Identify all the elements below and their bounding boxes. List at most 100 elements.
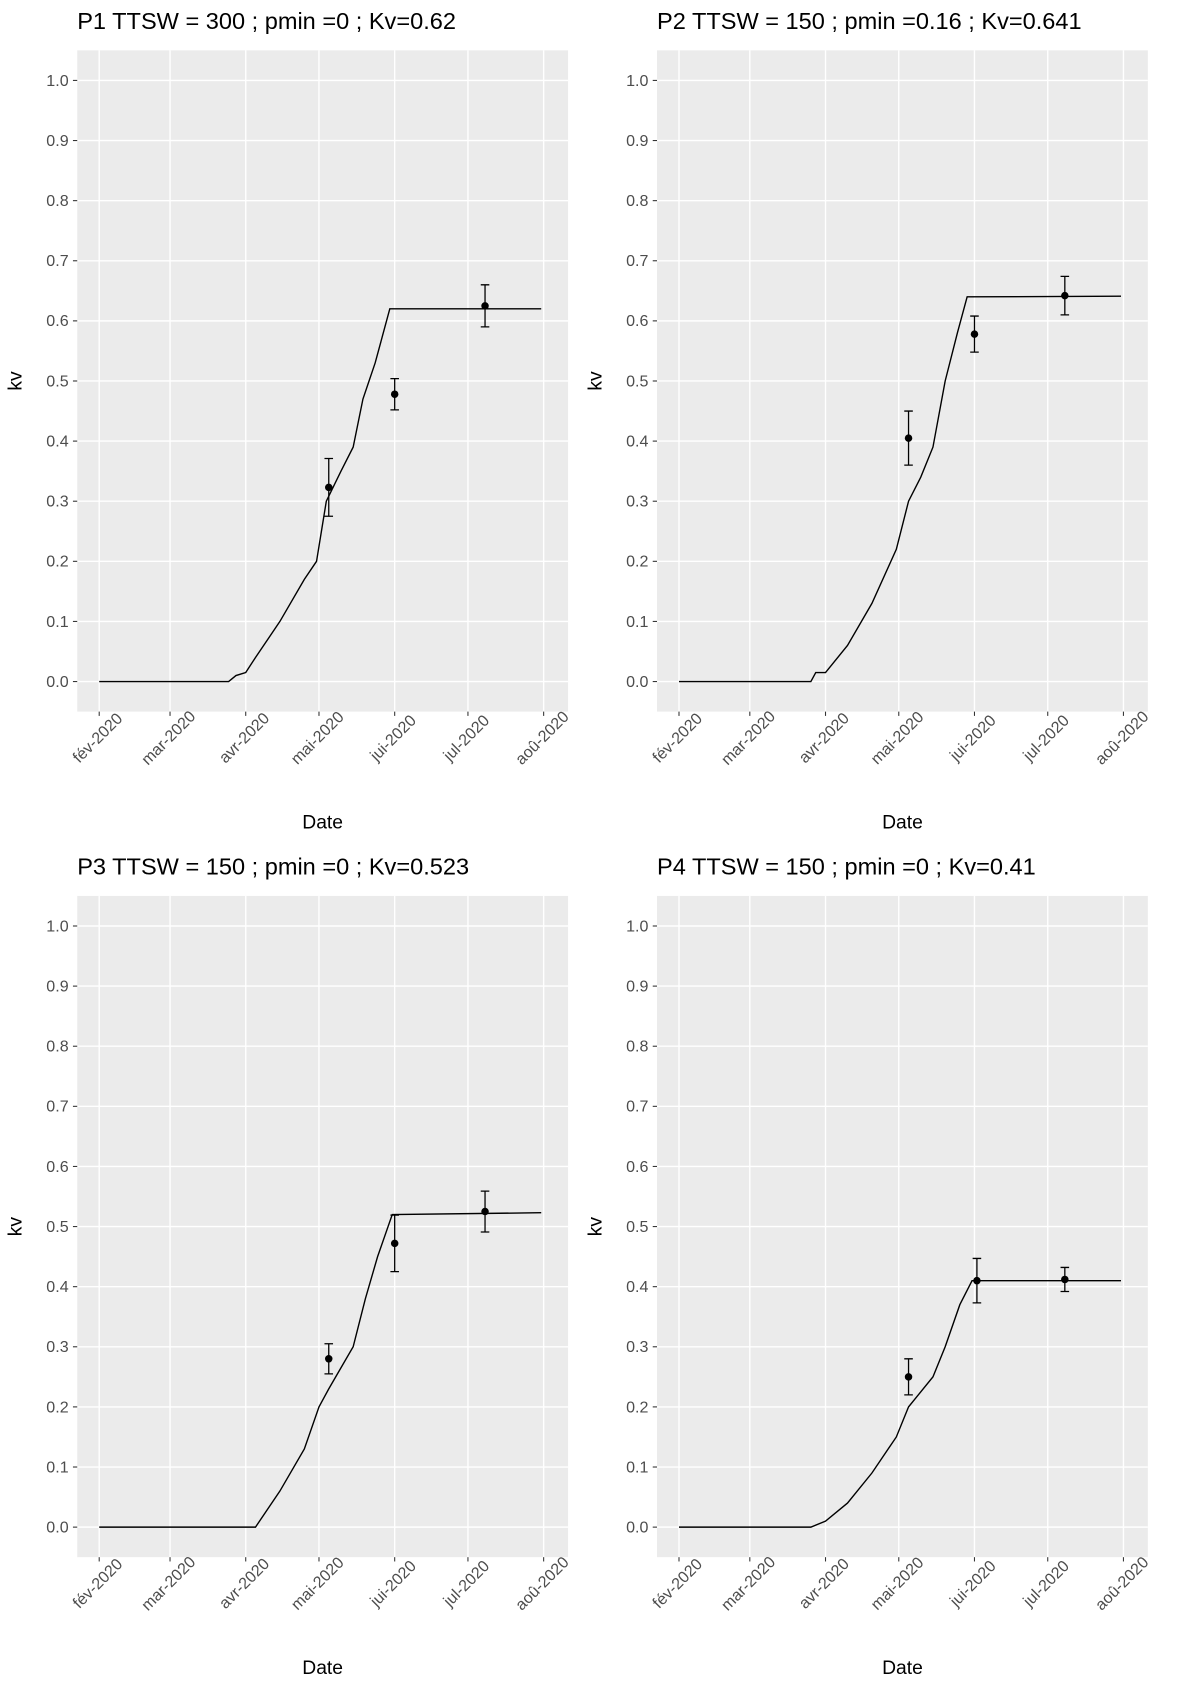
y-tick-label: 0.1 bbox=[46, 1458, 68, 1476]
data-point bbox=[481, 302, 489, 310]
x-tick-label: aoû-2020 bbox=[1092, 708, 1153, 769]
y-axis-title: kv bbox=[5, 371, 26, 391]
y-tick-label: 0.4 bbox=[626, 432, 648, 450]
y-tick-label: 0.5 bbox=[46, 372, 68, 390]
y-tick-label: 0.5 bbox=[46, 1218, 68, 1236]
error-point bbox=[390, 1214, 399, 1273]
x-tick-label: jul-2020 bbox=[1019, 711, 1073, 765]
y-tick-label: 0.0 bbox=[46, 673, 68, 691]
error-point bbox=[324, 457, 334, 517]
y-tick-label: 0.9 bbox=[46, 132, 68, 150]
y-tick-label: 0.7 bbox=[626, 1098, 648, 1116]
x-tick-label: fév-2020 bbox=[69, 710, 126, 767]
x-tick-label: fév-2020 bbox=[69, 1555, 126, 1612]
data-point bbox=[904, 434, 913, 442]
x-tick-label: avr-2020 bbox=[216, 1555, 274, 1613]
y-tick-label: 0.3 bbox=[46, 493, 68, 511]
x-tick-label: jul-2020 bbox=[1019, 1557, 1073, 1611]
y-tick-label: 0.9 bbox=[626, 977, 648, 995]
x-tick-label: aoû-2020 bbox=[512, 708, 573, 769]
error-point bbox=[970, 315, 979, 353]
y-tick-label: 0.2 bbox=[46, 1398, 68, 1416]
y-tick-label: 0.1 bbox=[46, 613, 68, 631]
y-tick-label: 0.7 bbox=[46, 1098, 68, 1116]
x-tick-label: aoû-2020 bbox=[512, 1553, 573, 1614]
error-point bbox=[904, 1358, 913, 1396]
x-tick-label: mai-2020 bbox=[288, 708, 348, 768]
y-axis-title: kv bbox=[585, 1217, 606, 1237]
x-tick-label: jul-2020 bbox=[439, 1557, 493, 1611]
x-tick-label: mai-2020 bbox=[867, 708, 927, 768]
y-tick-label: 0.2 bbox=[46, 553, 68, 571]
x-axis-title: Date bbox=[882, 1658, 923, 1679]
y-tick-label: 0.4 bbox=[626, 1278, 648, 1296]
y-axis-title: kv bbox=[5, 1217, 26, 1237]
x-tick-label: mai-2020 bbox=[867, 1554, 927, 1614]
y-tick-label: 0.5 bbox=[626, 1218, 648, 1236]
x-axis-title: Date bbox=[302, 812, 343, 833]
x-tick-label: mar-2020 bbox=[718, 1553, 779, 1614]
error-point bbox=[390, 377, 399, 411]
y-tick-label: 1.0 bbox=[626, 72, 648, 90]
x-tick-label: jul-2020 bbox=[439, 711, 493, 765]
x-tick-label: mar-2020 bbox=[718, 707, 779, 768]
x-tick-label: avr-2020 bbox=[216, 709, 274, 767]
x-axis-title: Date bbox=[302, 1658, 343, 1679]
kv-curve bbox=[99, 1212, 542, 1528]
y-tick-label: 0.7 bbox=[626, 252, 648, 270]
kv-curve bbox=[99, 308, 542, 683]
x-tick-label: jui-2020 bbox=[366, 711, 420, 765]
data-point bbox=[973, 1276, 981, 1285]
y-tick-label: 0.6 bbox=[626, 1158, 648, 1176]
error-point bbox=[480, 284, 490, 328]
y-tick-label: 0.7 bbox=[46, 252, 68, 270]
y-tick-label: 0.6 bbox=[46, 312, 68, 330]
x-tick-label: jui-2020 bbox=[946, 711, 1000, 765]
data-point bbox=[325, 483, 333, 492]
x-tick-label: fév-2020 bbox=[649, 1555, 706, 1612]
y-tick-label: 0.9 bbox=[46, 977, 68, 995]
x-tick-label: fév-2020 bbox=[649, 710, 706, 767]
y-tick-label: 0.6 bbox=[46, 1158, 68, 1176]
y-tick-label: 1.0 bbox=[626, 917, 648, 935]
error-point bbox=[480, 1190, 490, 1233]
y-tick-label: 0.0 bbox=[46, 1518, 68, 1536]
x-tick-label: jui-2020 bbox=[366, 1557, 420, 1611]
y-tick-label: 1.0 bbox=[46, 72, 68, 90]
y-tick-label: 0.4 bbox=[46, 1278, 68, 1296]
y-tick-label: 0.3 bbox=[626, 493, 648, 511]
kv-curve bbox=[678, 295, 1122, 683]
error-point bbox=[1060, 275, 1070, 316]
panel-title: P2 TTSW = 150 ; pmin =0.16 ; Kv=0.641 bbox=[657, 8, 1082, 34]
y-tick-label: 0.8 bbox=[46, 192, 68, 210]
y-tick-label: 0.0 bbox=[626, 673, 648, 691]
y-tick-label: 0.8 bbox=[626, 192, 648, 210]
data-point bbox=[904, 1373, 913, 1381]
panel-title: P4 TTSW = 150 ; pmin =0 ; Kv=0.41 bbox=[657, 854, 1036, 880]
y-tick-label: 0.3 bbox=[46, 1338, 68, 1356]
panel-title: P3 TTSW = 150 ; pmin =0 ; Kv=0.523 bbox=[77, 854, 469, 880]
y-tick-label: 0.2 bbox=[626, 1398, 648, 1416]
x-tick-label: avr-2020 bbox=[795, 709, 853, 767]
x-tick-label: aoû-2020 bbox=[1092, 1553, 1153, 1614]
x-tick-label: mar-2020 bbox=[138, 1553, 199, 1614]
x-tick-label: avr-2020 bbox=[795, 1555, 853, 1613]
y-tick-label: 0.3 bbox=[626, 1338, 648, 1356]
data-point bbox=[390, 390, 399, 398]
x-axis-title: Date bbox=[882, 812, 923, 833]
error-point bbox=[904, 410, 913, 466]
y-tick-label: 0.4 bbox=[46, 432, 68, 450]
error-point bbox=[324, 1343, 334, 1375]
y-tick-label: 0.5 bbox=[626, 372, 648, 390]
data-point bbox=[325, 1355, 333, 1363]
y-tick-label: 0.9 bbox=[626, 132, 648, 150]
data-point bbox=[481, 1207, 489, 1216]
error-point bbox=[972, 1257, 982, 1304]
x-tick-label: mai-2020 bbox=[288, 1554, 348, 1614]
y-axis-title: kv bbox=[585, 371, 606, 391]
y-tick-label: 0.1 bbox=[626, 1458, 648, 1476]
error-point bbox=[1060, 1266, 1070, 1293]
panel-title: P1 TTSW = 300 ; pmin =0 ; Kv=0.62 bbox=[77, 8, 456, 34]
y-tick-label: 1.0 bbox=[46, 917, 68, 935]
